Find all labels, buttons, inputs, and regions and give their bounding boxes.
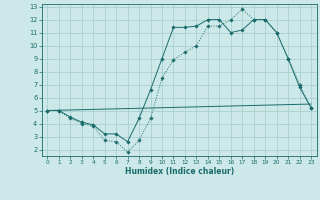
X-axis label: Humidex (Indice chaleur): Humidex (Indice chaleur) <box>124 167 234 176</box>
